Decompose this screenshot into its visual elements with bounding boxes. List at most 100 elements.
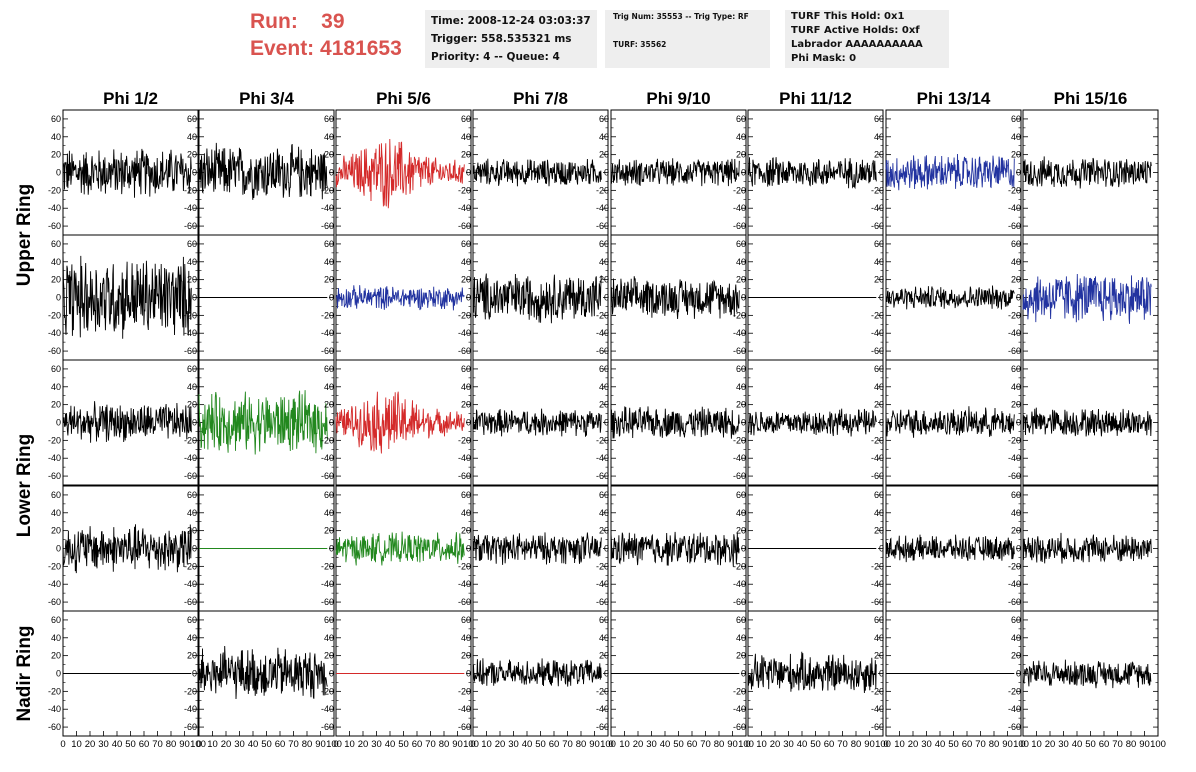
waveform-trace	[610, 158, 740, 187]
x-tick-label: 40	[660, 739, 671, 750]
y-tick-label: -20	[458, 686, 471, 696]
y-tick-label: 20	[736, 651, 746, 661]
y-tick-label: 20	[461, 275, 471, 285]
y-tick-label: 60	[736, 364, 746, 374]
y-tick-label: -60	[321, 471, 334, 481]
panel: -60 -40 -20 0 20 40 60	[321, 234, 472, 361]
y-tick-label: -40	[733, 453, 746, 463]
y-tick-label: -60	[871, 471, 884, 481]
y-tick-label: 0	[192, 168, 197, 178]
x-tick-label: 10	[71, 739, 82, 750]
y-tick-label: 40	[599, 633, 609, 643]
y-tick-label: 20	[51, 651, 61, 661]
y-tick-label: 60	[187, 239, 197, 249]
y-tick-label: -40	[871, 453, 884, 463]
x-tick-label: 20	[495, 739, 506, 750]
x-tick-label: 80	[302, 739, 313, 750]
waveform-trace	[198, 390, 328, 455]
x-tick-label: 0	[608, 739, 613, 750]
run-line: Run: 39	[250, 8, 402, 35]
y-tick-label: 60	[874, 239, 884, 249]
waveform-trace	[472, 408, 602, 437]
y-tick-label: -60	[321, 722, 334, 732]
y-tick-label: -20	[871, 686, 884, 696]
y-tick-label: 20	[51, 526, 61, 536]
panel: -60 -40 -20 0 20 40 60	[184, 359, 335, 486]
y-tick-label: 20	[51, 150, 61, 160]
y-tick-label: 40	[1011, 508, 1021, 518]
y-tick-label: -20	[871, 185, 884, 195]
y-tick-label: -60	[458, 597, 471, 607]
y-tick-label: -60	[321, 597, 334, 607]
x-tick-label: 40	[112, 739, 123, 750]
panel: -60 -40 -20 0 20 40 60	[733, 234, 884, 361]
y-tick-label: -20	[733, 310, 746, 320]
y-tick-label: 60	[874, 114, 884, 124]
y-tick-label: 0	[192, 293, 197, 303]
x-tick-label: 0	[883, 739, 888, 750]
y-tick-label: -40	[733, 704, 746, 714]
y-tick-label: -60	[48, 722, 61, 732]
y-tick-label: 60	[324, 490, 334, 500]
y-tick-label: 40	[187, 382, 197, 392]
run-event-box: Run: 39 Event: 4181653	[250, 8, 402, 62]
y-tick-label: 0	[56, 293, 61, 303]
y-tick-label: -40	[871, 203, 884, 213]
x-tick-label: 40	[248, 739, 259, 750]
y-tick-label: 0	[466, 168, 471, 178]
y-tick-label: 20	[874, 651, 884, 661]
y-tick-label: -20	[321, 185, 334, 195]
y-tick-label: -40	[458, 704, 471, 714]
y-tick-label: 40	[324, 508, 334, 518]
y-tick-label: -40	[184, 453, 197, 463]
y-tick-label: -20	[184, 310, 197, 320]
x-tick-label: 30	[98, 739, 109, 750]
y-tick-label: -60	[184, 346, 197, 356]
y-tick-label: 60	[461, 114, 471, 124]
y-tick-label: -40	[871, 704, 884, 714]
y-tick-label: -60	[733, 221, 746, 231]
panel: -60 -40 -20 0 20 40 60	[871, 359, 1022, 486]
y-tick-label: -60	[1008, 722, 1021, 732]
y-tick-label: -60	[48, 346, 61, 356]
x-tick-label: 20	[770, 739, 781, 750]
y-tick-label: 60	[1011, 239, 1021, 249]
x-tick-label: 40	[522, 739, 533, 750]
y-tick-label: 0	[604, 168, 609, 178]
y-tick-label: 0	[741, 544, 746, 554]
column-header: Phi 11/12	[779, 89, 852, 108]
y-tick-label: -20	[184, 435, 197, 445]
y-tick-label: -20	[321, 561, 334, 571]
y-tick-label: -20	[458, 310, 471, 320]
column-header: Phi 7/8	[513, 89, 568, 108]
y-tick-label: 0	[604, 544, 609, 554]
waveform-trace	[747, 651, 877, 694]
y-tick-label: 20	[187, 275, 197, 285]
y-tick-label: -40	[458, 328, 471, 338]
y-tick-label: 40	[324, 382, 334, 392]
y-tick-label: -60	[871, 346, 884, 356]
y-tick-label: 0	[741, 168, 746, 178]
priority-line: Priority: 4 -- Queue: 4	[431, 51, 560, 63]
waveform-trace	[885, 534, 1015, 563]
x-tick-label: 70	[700, 739, 711, 750]
x-tick-label: 60	[549, 739, 560, 750]
y-tick-label: 40	[324, 633, 334, 643]
y-tick-label: 20	[187, 150, 197, 160]
panel: -60 -40 -20 0 20 40 60	[458, 359, 609, 486]
y-tick-label: 0	[741, 669, 746, 679]
waveform-trace	[198, 645, 328, 700]
y-tick-label: -60	[1008, 221, 1021, 231]
y-tick-label: -20	[871, 310, 884, 320]
panel: -60 -40 -20 0 20 40 60	[48, 234, 199, 361]
y-tick-label: -40	[184, 704, 197, 714]
y-tick-label: 20	[736, 275, 746, 285]
y-tick-label: 20	[1011, 150, 1021, 160]
panel: -60 -40 -20 0 20 40 60	[596, 234, 747, 361]
y-tick-label: -20	[184, 686, 197, 696]
x-tick-label: 30	[371, 739, 382, 750]
waveform-trace	[62, 401, 192, 443]
y-tick-label: -20	[733, 686, 746, 696]
x-tick-label: 80	[714, 739, 725, 750]
